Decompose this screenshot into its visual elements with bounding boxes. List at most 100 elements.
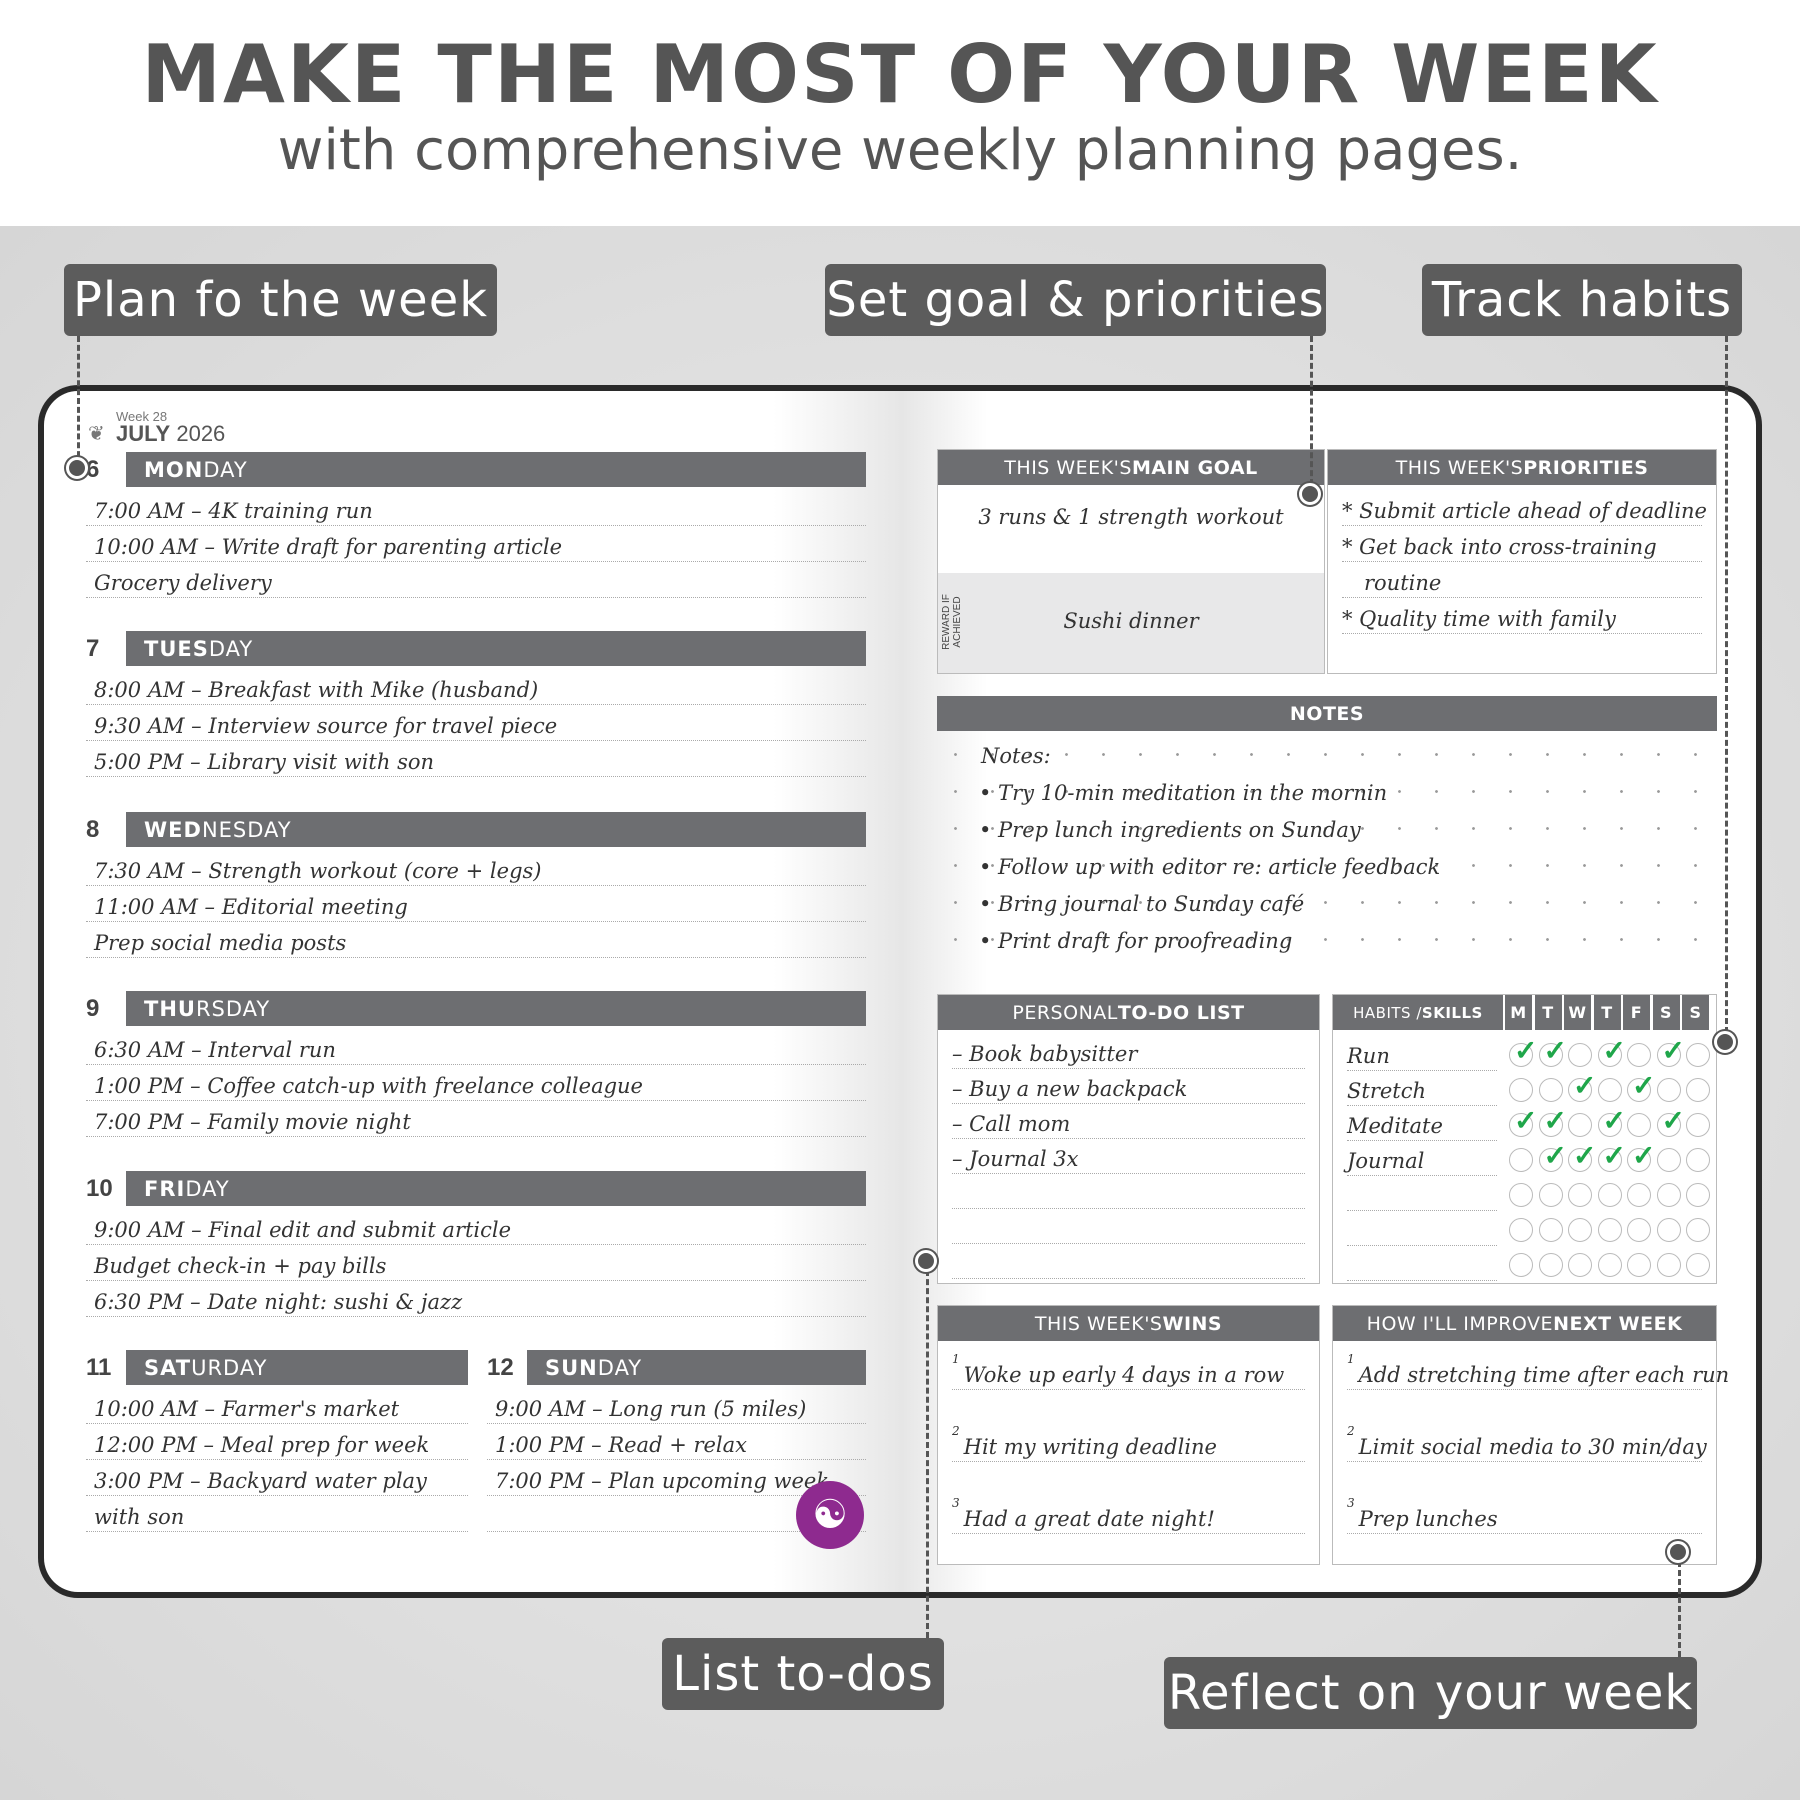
habit-checkbox[interactable]	[1538, 1218, 1563, 1242]
habit-checkbox[interactable]: ✓	[1656, 1035, 1685, 1067]
habit-checkbox[interactable]: ✓	[1627, 1070, 1655, 1102]
habit-checkbox[interactable]	[1656, 1078, 1681, 1102]
habit-checkbox[interactable]: ✓	[1656, 1105, 1685, 1137]
priority-item[interactable]: * Get back into cross-training	[1342, 528, 1702, 562]
habit-checkbox[interactable]	[1538, 1078, 1563, 1102]
habit-checkbox[interactable]	[1686, 1043, 1710, 1067]
reward-value[interactable]: Sushi dinner	[1063, 609, 1199, 633]
priority-item[interactable]: * Quality time with family	[1342, 600, 1702, 634]
habit-checkbox[interactable]: ✓	[1538, 1035, 1567, 1067]
wins-text[interactable]: Hit my writing deadline	[963, 1435, 1217, 1459]
day-entry[interactable]: 7:00 AM – 4K training run	[86, 490, 866, 526]
note-item[interactable]: • Prep lunch ingredients on Sunday	[979, 818, 1361, 842]
habit-checkbox[interactable]	[1597, 1183, 1622, 1207]
habit-checkbox[interactable]	[1656, 1148, 1681, 1172]
note-item[interactable]: • Bring journal to Sunday café	[979, 892, 1305, 916]
habit-name[interactable]: Stretch	[1347, 1072, 1497, 1106]
habit-name[interactable]: Journal	[1347, 1142, 1497, 1176]
habit-checkbox[interactable]	[1627, 1113, 1651, 1137]
habit-name[interactable]: Meditate	[1347, 1107, 1497, 1141]
day-entry[interactable]: 8:00 AM – Breakfast with Mike (husband)	[86, 669, 866, 705]
day-entry[interactable]: 1:00 PM – Read + relax	[487, 1424, 866, 1460]
note-item[interactable]: • Follow up with editor re: article feed…	[979, 855, 1441, 879]
habit-checkbox[interactable]: ✓	[1509, 1105, 1537, 1137]
habit-checkbox[interactable]: ✓	[1627, 1140, 1655, 1172]
improve-item[interactable]: 2 Limit social media to 30 min/day	[1347, 1418, 1707, 1462]
habit-checkbox[interactable]	[1538, 1183, 1563, 1207]
wins-text[interactable]: Had a great date night!	[963, 1507, 1215, 1531]
day-entry[interactable]: 1:00 PM – Coffee catch-up with freelance…	[86, 1065, 866, 1101]
habit-checkbox[interactable]	[1597, 1253, 1622, 1277]
wins-item[interactable]: 2 Hit my writing deadline	[952, 1418, 1305, 1462]
habit-checkbox[interactable]	[1627, 1043, 1651, 1067]
habit-checkbox[interactable]	[1686, 1148, 1710, 1172]
improve-item[interactable]: 3 Prep lunches	[1347, 1490, 1702, 1534]
todo-item[interactable]: – Book babysitter	[952, 1035, 1305, 1069]
habit-name[interactable]	[1347, 1212, 1497, 1246]
day-entry[interactable]: Budget check-in + pay bills	[86, 1245, 866, 1281]
day-entry[interactable]: with son	[86, 1496, 468, 1532]
day-entry[interactable]: 7:30 AM – Strength workout (core + legs)	[86, 850, 866, 886]
day-entry[interactable]: 6:30 AM – Interval run	[86, 1029, 866, 1065]
improve-text[interactable]: Add stretching time after each run	[1358, 1363, 1730, 1387]
habit-checkbox[interactable]	[1656, 1253, 1681, 1277]
improve-text[interactable]: Prep lunches	[1358, 1507, 1498, 1531]
day-entry[interactable]: 9:30 AM – Interview source for travel pi…	[86, 705, 866, 741]
habit-checkbox[interactable]: ✓	[1597, 1140, 1626, 1172]
priority-item[interactable]: routine	[1342, 564, 1702, 598]
habit-name[interactable]	[1347, 1247, 1497, 1281]
note-item[interactable]: • Print draft for proofreading	[979, 929, 1293, 953]
day-entry[interactable]: 7:00 PM – Family movie night	[86, 1101, 866, 1137]
habit-checkbox[interactable]	[1568, 1218, 1592, 1242]
habit-checkbox[interactable]	[1509, 1148, 1533, 1172]
day-entry[interactable]	[487, 1496, 866, 1532]
day-entry[interactable]: 5:00 PM – Library visit with son	[86, 741, 866, 777]
habit-checkbox[interactable]	[1627, 1253, 1651, 1277]
habit-checkbox[interactable]: ✓	[1509, 1035, 1537, 1067]
todo-item[interactable]	[952, 1210, 1305, 1244]
habit-checkbox[interactable]: ✓	[1597, 1105, 1626, 1137]
habit-checkbox[interactable]	[1686, 1253, 1710, 1277]
day-entry[interactable]: 9:00 AM – Long run (5 miles)	[487, 1388, 866, 1424]
day-entry[interactable]: Grocery delivery	[86, 562, 866, 598]
day-entry[interactable]: 10:00 AM – Write draft for parenting art…	[86, 526, 866, 562]
todo-item[interactable]: – Buy a new backpack	[952, 1070, 1305, 1104]
habit-checkbox[interactable]	[1568, 1253, 1592, 1277]
habit-checkbox[interactable]	[1656, 1183, 1681, 1207]
habit-checkbox[interactable]	[1686, 1218, 1710, 1242]
habit-checkbox[interactable]	[1568, 1183, 1592, 1207]
improve-item[interactable]: 1 Add stretching time after each run	[1347, 1346, 1729, 1390]
wins-text[interactable]: Woke up early 4 days in a row	[963, 1363, 1285, 1387]
habit-checkbox[interactable]: ✓	[1597, 1035, 1626, 1067]
priority-item[interactable]: * Submit article ahead of deadline	[1342, 492, 1707, 526]
day-entry[interactable]: 6:30 PM – Date night: sushi & jazz	[86, 1281, 866, 1317]
habit-checkbox[interactable]	[1686, 1183, 1710, 1207]
day-entry[interactable]: 7:00 PM – Plan upcoming week	[487, 1460, 866, 1496]
habit-checkbox[interactable]	[1686, 1078, 1710, 1102]
habit-checkbox[interactable]	[1656, 1218, 1681, 1242]
main-goal-value[interactable]: 3 runs & 1 strength workout	[978, 505, 1284, 529]
habit-checkbox[interactable]	[1509, 1218, 1533, 1242]
habit-checkbox[interactable]	[1597, 1218, 1622, 1242]
habit-checkbox[interactable]: ✓	[1568, 1140, 1596, 1172]
note-item[interactable]: • Try 10-min meditation in the mornin	[979, 781, 1388, 805]
wins-item[interactable]: 1 Woke up early 4 days in a row	[952, 1346, 1305, 1390]
habit-checkbox[interactable]	[1597, 1078, 1622, 1102]
habit-checkbox[interactable]	[1509, 1253, 1533, 1277]
habit-checkbox[interactable]: ✓	[1538, 1140, 1567, 1172]
habit-name[interactable]	[1347, 1177, 1497, 1211]
habit-checkbox[interactable]	[1686, 1113, 1710, 1137]
habit-checkbox[interactable]	[1627, 1218, 1651, 1242]
habit-checkbox[interactable]	[1568, 1043, 1592, 1067]
day-entry[interactable]: 3:00 PM – Backyard water play	[86, 1460, 468, 1496]
day-entry[interactable]: Prep social media posts	[86, 922, 866, 958]
habit-checkbox[interactable]: ✓	[1538, 1105, 1567, 1137]
day-entry[interactable]: 9:00 AM – Final edit and submit article	[86, 1209, 866, 1245]
habit-checkbox[interactable]	[1509, 1078, 1533, 1102]
habit-checkbox[interactable]: ✓	[1568, 1070, 1596, 1102]
improve-text[interactable]: Limit social media to 30 min/day	[1358, 1435, 1707, 1459]
todo-item[interactable]	[952, 1175, 1305, 1209]
habit-checkbox[interactable]	[1627, 1183, 1651, 1207]
habit-checkbox[interactable]	[1538, 1253, 1563, 1277]
day-entry[interactable]: 10:00 AM – Farmer's market	[86, 1388, 468, 1424]
